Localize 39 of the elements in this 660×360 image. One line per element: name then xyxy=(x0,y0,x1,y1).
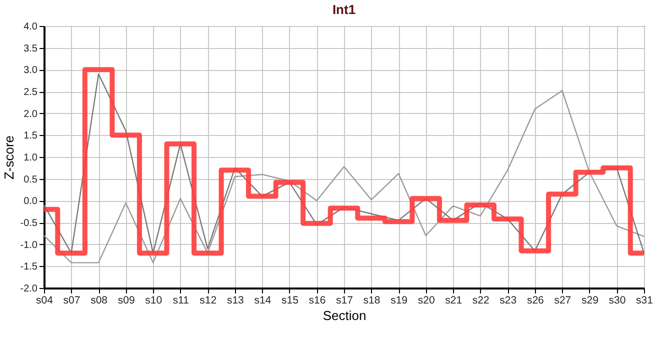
x-axis-title: Section xyxy=(322,308,366,323)
x-tick-label: s26 xyxy=(526,294,544,306)
y-tick-label: -0.5 xyxy=(20,218,38,229)
y-tick-label: 2.5 xyxy=(24,87,38,98)
x-tick-label: s31 xyxy=(636,294,654,306)
x-tick-label: s12 xyxy=(200,294,217,306)
y-tick-label: -1.0 xyxy=(20,240,38,251)
x-tick-label: s18 xyxy=(363,294,380,306)
y-tick-label: 1.5 xyxy=(24,130,38,142)
y-tick-label: 2.0 xyxy=(24,108,38,120)
y-tick-label: 3.5 xyxy=(24,43,38,54)
x-tick-label: s16 xyxy=(308,294,326,306)
x-tick-label: s17 xyxy=(336,294,354,306)
x-tick-label: s22 xyxy=(472,294,490,306)
x-tick-label: s20 xyxy=(418,294,435,306)
x-tick-label: s07 xyxy=(63,294,80,306)
x-tick-label: s30 xyxy=(608,294,626,306)
x-tick-label: s19 xyxy=(390,294,408,306)
x-tick-label: s14 xyxy=(254,294,272,306)
y-axis-title: Z-score xyxy=(1,135,16,180)
x-tick-label: s09 xyxy=(118,294,135,306)
x-tick-label: s21 xyxy=(445,294,462,306)
y-tick-label: -2.0 xyxy=(20,284,38,294)
y-tick-label: 0.0 xyxy=(24,196,38,208)
y-tick-label: 4.0 xyxy=(24,22,38,32)
x-tick-label: s29 xyxy=(581,294,599,306)
chart-title: Int1 xyxy=(332,2,356,17)
x-tick-label: s27 xyxy=(554,294,572,306)
x-tick-label: s08 xyxy=(90,294,108,306)
x-tick-label: s15 xyxy=(281,294,299,306)
x-tick-label: s11 xyxy=(172,294,190,306)
x-tick-label: s23 xyxy=(500,294,517,306)
x-tick-label: s10 xyxy=(145,294,162,306)
y-tick-label: 0.5 xyxy=(24,174,38,186)
x-tick-label: s04 xyxy=(36,294,54,306)
x-tick-label: s13 xyxy=(226,294,244,306)
y-tick-label: -1.5 xyxy=(20,262,38,273)
y-tick-label: 3.0 xyxy=(24,65,38,76)
y-tick-label: 1.0 xyxy=(24,152,38,164)
